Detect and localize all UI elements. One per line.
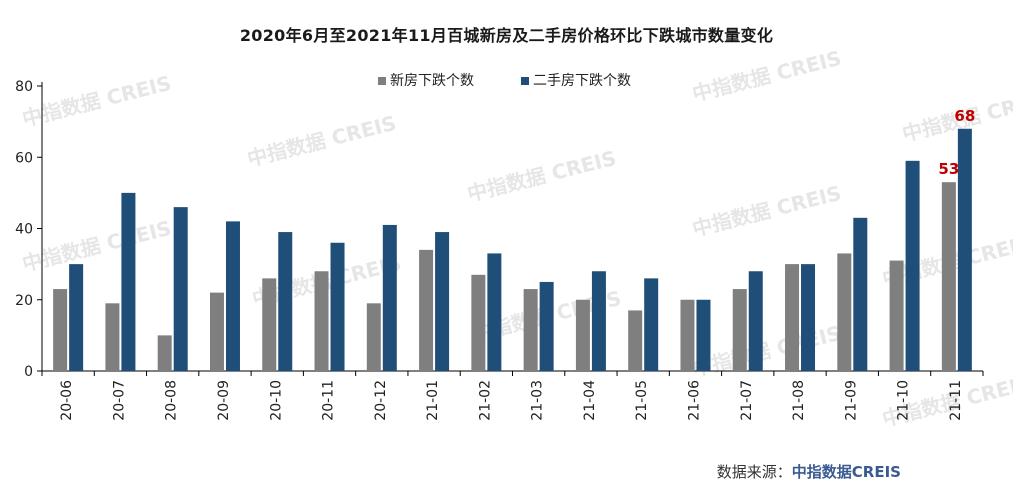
bar-second-hand — [957, 128, 972, 371]
x-tick-label: 21-01 — [425, 380, 441, 421]
bar-new-house — [837, 253, 852, 371]
bar-new-house — [889, 260, 904, 371]
bar-second-hand — [487, 253, 502, 371]
x-tick-label: 21-07 — [739, 380, 755, 421]
bar-new-house — [314, 271, 329, 371]
bar-new-house — [732, 289, 747, 371]
bar-new-house — [941, 182, 956, 371]
legend-swatch — [521, 77, 529, 85]
x-tick-label: 21-08 — [791, 380, 807, 421]
bar-new-house — [53, 289, 68, 371]
bar-second-hand — [382, 224, 397, 371]
y-tick-label: 0 — [24, 364, 33, 380]
y-tick-label: 60 — [15, 150, 33, 166]
source-brand: 中指数据CREIS — [791, 463, 901, 481]
x-tick-label: 21-02 — [477, 380, 493, 421]
x-tick-label: 20-06 — [59, 380, 75, 421]
x-tick-label: 20-09 — [216, 380, 232, 421]
chart-title: 2020年6月至2021年11月百城新房及二手房价格环比下跌城市数量变化 — [239, 26, 774, 45]
y-tick-label: 80 — [15, 79, 33, 95]
x-tick-label: 21-10 — [896, 380, 912, 421]
legend-swatch — [378, 77, 386, 85]
bar-new-house — [575, 299, 590, 371]
x-tick-label: 21-05 — [634, 380, 650, 421]
bar-second-hand — [644, 278, 659, 371]
bar-new-house — [680, 299, 695, 371]
bar-second-hand — [591, 271, 606, 371]
bar-second-hand — [173, 207, 188, 371]
x-tick-label: 20-10 — [268, 380, 284, 421]
bar-new-house — [157, 335, 172, 371]
legend-label: 新房下跌个数 — [390, 73, 474, 89]
bar-second-hand — [748, 271, 763, 371]
source-label: 数据来源： — [716, 463, 792, 481]
source-note: 数据来源：中指数据CREIS — [717, 461, 901, 482]
bar-second-hand — [121, 192, 136, 371]
bar-second-hand — [330, 242, 345, 371]
x-tick-label: 21-11 — [948, 380, 964, 421]
bar-new-house — [523, 289, 538, 371]
x-tick-label: 20-07 — [111, 380, 127, 421]
data-label: 68 — [954, 107, 975, 125]
bar-new-house — [628, 310, 643, 371]
bar-second-hand — [853, 217, 868, 371]
bar-new-house — [419, 249, 434, 371]
bar-second-hand — [69, 264, 84, 371]
x-tick-label: 21-04 — [582, 380, 598, 421]
bar-new-house — [262, 278, 277, 371]
bar-new-house — [785, 264, 800, 371]
bar-new-house — [209, 292, 224, 371]
bar-second-hand — [225, 221, 240, 371]
bar-new-house — [366, 303, 381, 371]
data-label: 53 — [938, 160, 959, 178]
bar-second-hand — [278, 232, 293, 371]
bar-second-hand — [435, 232, 450, 371]
x-tick-label: 21-06 — [686, 380, 702, 421]
x-tick-label: 20-12 — [373, 380, 389, 421]
legend-label: 二手房下跌个数 — [533, 73, 631, 89]
bar-second-hand — [539, 281, 554, 371]
bar-new-house — [471, 274, 486, 371]
bar-second-hand — [905, 160, 920, 371]
x-tick-label: 20-11 — [321, 380, 337, 421]
x-tick-label: 20-08 — [164, 380, 180, 421]
y-tick-label: 20 — [15, 293, 33, 309]
bar-new-house — [105, 303, 120, 371]
x-tick-label: 21-03 — [530, 380, 546, 421]
x-tick-label: 21-09 — [843, 380, 859, 421]
y-tick-label: 40 — [15, 222, 33, 238]
bar-second-hand — [696, 299, 711, 371]
bar-second-hand — [801, 264, 816, 371]
